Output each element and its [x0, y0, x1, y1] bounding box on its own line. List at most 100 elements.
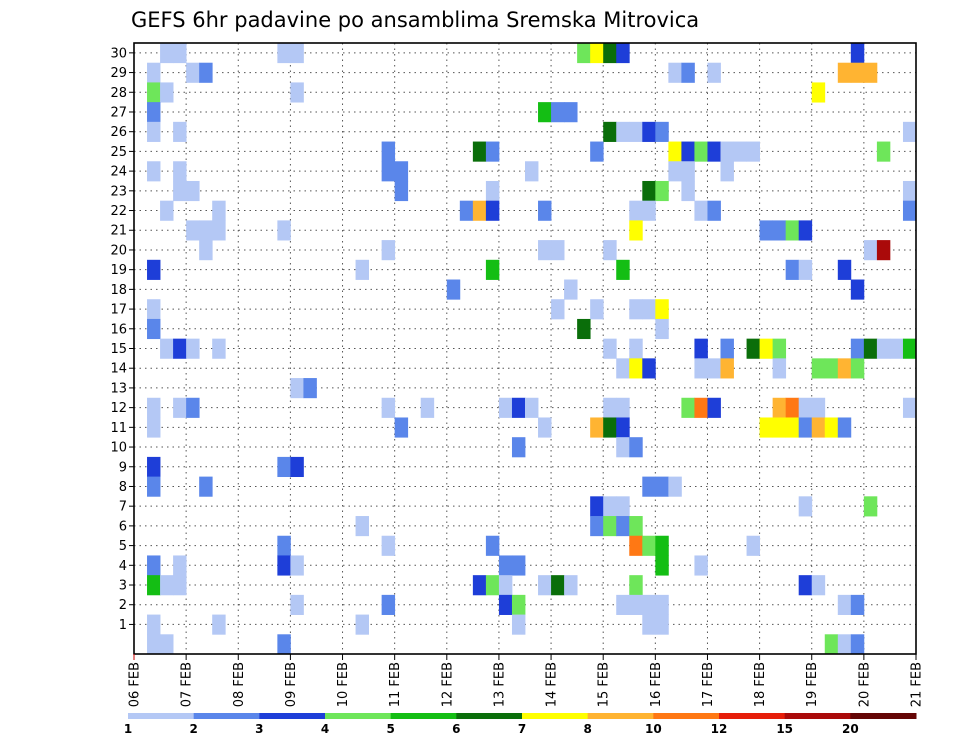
heatmap-cell: [147, 299, 161, 320]
heatmap-cell: [394, 180, 409, 202]
legend-label: 3: [255, 722, 263, 736]
heatmap-cell: [485, 180, 500, 202]
heatmap-cell: [603, 240, 617, 261]
heatmap-cell: [277, 220, 291, 241]
y-tick-label: 13: [110, 381, 127, 396]
heatmap-cell: [590, 417, 604, 438]
heatmap-cell: [564, 102, 578, 123]
heatmap-cell: [746, 141, 760, 162]
heatmap-cell: [785, 397, 800, 418]
heatmap-cell: [603, 496, 617, 517]
heatmap-cell: [199, 62, 213, 83]
heatmap-cell: [147, 614, 161, 635]
heatmap-cell: [876, 240, 891, 261]
heatmap-cell: [485, 141, 500, 162]
heatmap-cell: [603, 516, 617, 537]
heatmap-cell: [538, 102, 552, 123]
heatmap-cell: [629, 220, 643, 241]
heatmap-cell: [798, 259, 813, 280]
heatmap-cell: [616, 397, 630, 418]
heatmap-cell: [173, 43, 187, 64]
heatmap-cell: [160, 82, 174, 103]
heatmap-cell: [681, 141, 695, 162]
heatmap-cell: [381, 397, 396, 418]
heatmap-cell: [186, 220, 200, 241]
heatmap-cell: [147, 318, 161, 340]
heatmap-cell: [824, 417, 839, 438]
heatmap-cell: [212, 338, 226, 359]
heatmap-cell: [629, 121, 643, 142]
heatmap-cell: [902, 397, 917, 418]
heatmap-cell: [511, 397, 526, 418]
heatmap-cell: [694, 555, 708, 576]
y-tick-label: 8: [119, 480, 127, 495]
heatmap-cell: [564, 575, 578, 596]
x-tick-label: 15 FEB: [597, 662, 612, 707]
y-tick-label: 3: [119, 579, 127, 594]
legend-swatch: [456, 713, 523, 719]
heatmap-cell: [381, 240, 396, 261]
heatmap-cell: [147, 634, 161, 655]
heatmap-cell: [798, 417, 813, 438]
heatmap-cell: [811, 397, 826, 418]
heatmap-cell: [668, 141, 682, 162]
axes: 1234567891011121314151617181920212223242…: [110, 46, 924, 707]
heatmap-cell: [655, 555, 669, 576]
y-tick-label: 25: [110, 145, 127, 160]
heatmap-cell: [902, 121, 917, 142]
y-tick-label: 15: [110, 342, 127, 357]
legend-label: 1: [124, 722, 132, 736]
legend-label: 2: [189, 722, 197, 736]
legend-swatch: [522, 713, 589, 719]
heatmap-cell: [290, 43, 304, 64]
heatmap-cell: [147, 82, 161, 103]
heatmap-cell: [798, 397, 813, 418]
heatmap-cell: [147, 161, 161, 182]
heatmap-cell: [147, 456, 161, 478]
heatmap-cell: [707, 397, 721, 418]
heatmap-cell: [668, 476, 682, 497]
y-tick-label: 2: [119, 598, 127, 613]
heatmap-cell: [173, 338, 187, 359]
heatmap-cell: [902, 338, 917, 359]
x-tick-label: 20 FEB: [857, 662, 872, 707]
heatmap-cell: [824, 358, 839, 379]
heatmap-cell: [551, 240, 565, 261]
heatmap-cell: [277, 535, 291, 556]
y-tick-label: 1: [119, 618, 127, 633]
x-tick-label: 16 FEB: [649, 662, 664, 707]
legend-swatch: [719, 713, 786, 719]
heatmap-cell: [850, 279, 865, 300]
heatmap-cell: [863, 62, 878, 83]
heatmap-cell: [720, 161, 734, 182]
heatmap-cell: [590, 141, 604, 162]
heatmap-cell: [655, 121, 669, 142]
heatmap-cell: [277, 456, 291, 478]
heatmap-cell: [811, 82, 826, 103]
y-tick-label: 29: [110, 66, 127, 81]
heatmap-cell: [394, 161, 409, 182]
heatmap-cell: [616, 259, 630, 280]
y-tick-label: 27: [110, 105, 127, 120]
heatmap-cell: [668, 161, 682, 182]
heatmap-cell: [498, 594, 513, 615]
heatmap-cell: [290, 378, 304, 399]
heatmap-cell: [876, 141, 891, 162]
y-tick-label: 24: [110, 165, 127, 180]
x-tick-label: 14 FEB: [545, 662, 560, 707]
legend-label: 7: [518, 722, 526, 736]
y-tick-label: 6: [119, 519, 127, 534]
heatmap-cell: [147, 121, 161, 142]
heatmap-cell: [707, 141, 721, 162]
heatmap-cells: [147, 43, 917, 655]
heatmap-cell: [850, 43, 865, 64]
heatmap-cell: [629, 594, 643, 615]
y-tick-label: 17: [110, 303, 127, 318]
heatmap-cell: [212, 614, 226, 635]
heatmap-cell: [498, 397, 513, 418]
heatmap-cell: [655, 318, 669, 340]
y-tick-label: 19: [110, 263, 127, 278]
heatmap-cell: [381, 594, 396, 615]
heatmap-cell: [798, 496, 813, 517]
